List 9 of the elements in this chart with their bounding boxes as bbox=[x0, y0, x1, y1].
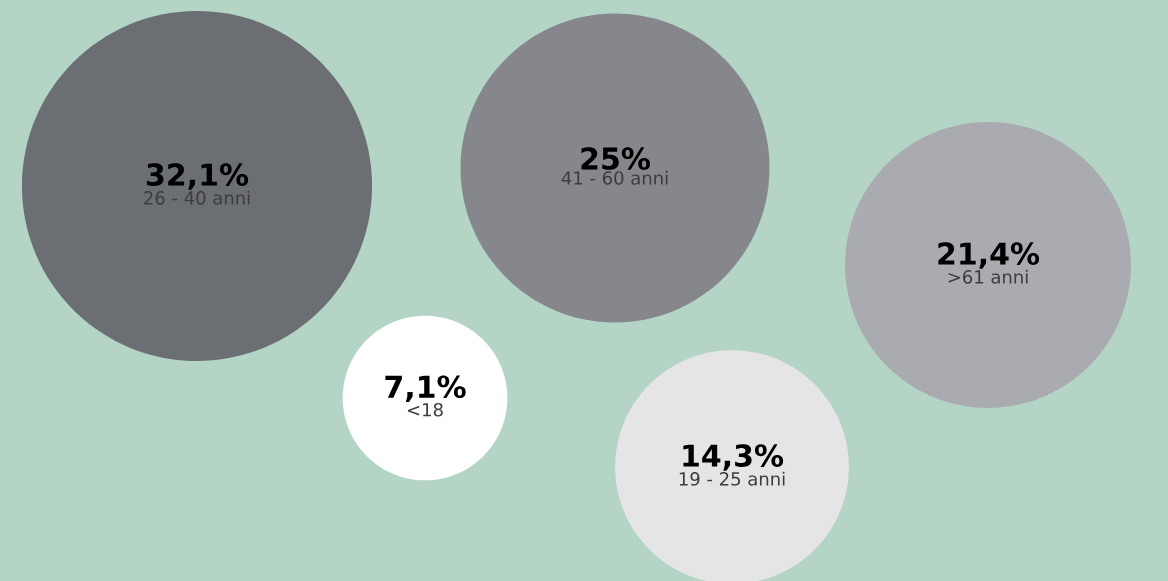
data-label: 14,3% bbox=[683, 444, 784, 471]
category-label: 41 - 60 anni bbox=[561, 170, 668, 185]
data-label: 21,4% bbox=[938, 242, 1040, 269]
category-label: >61 anni bbox=[948, 269, 1028, 284]
category-label: 19 - 25 anni bbox=[679, 471, 785, 486]
data-label: 7,1% bbox=[385, 375, 466, 402]
category-label: <18 bbox=[407, 402, 443, 417]
data-label: 32,1% bbox=[146, 163, 249, 190]
data-label: 25% bbox=[581, 147, 650, 170]
